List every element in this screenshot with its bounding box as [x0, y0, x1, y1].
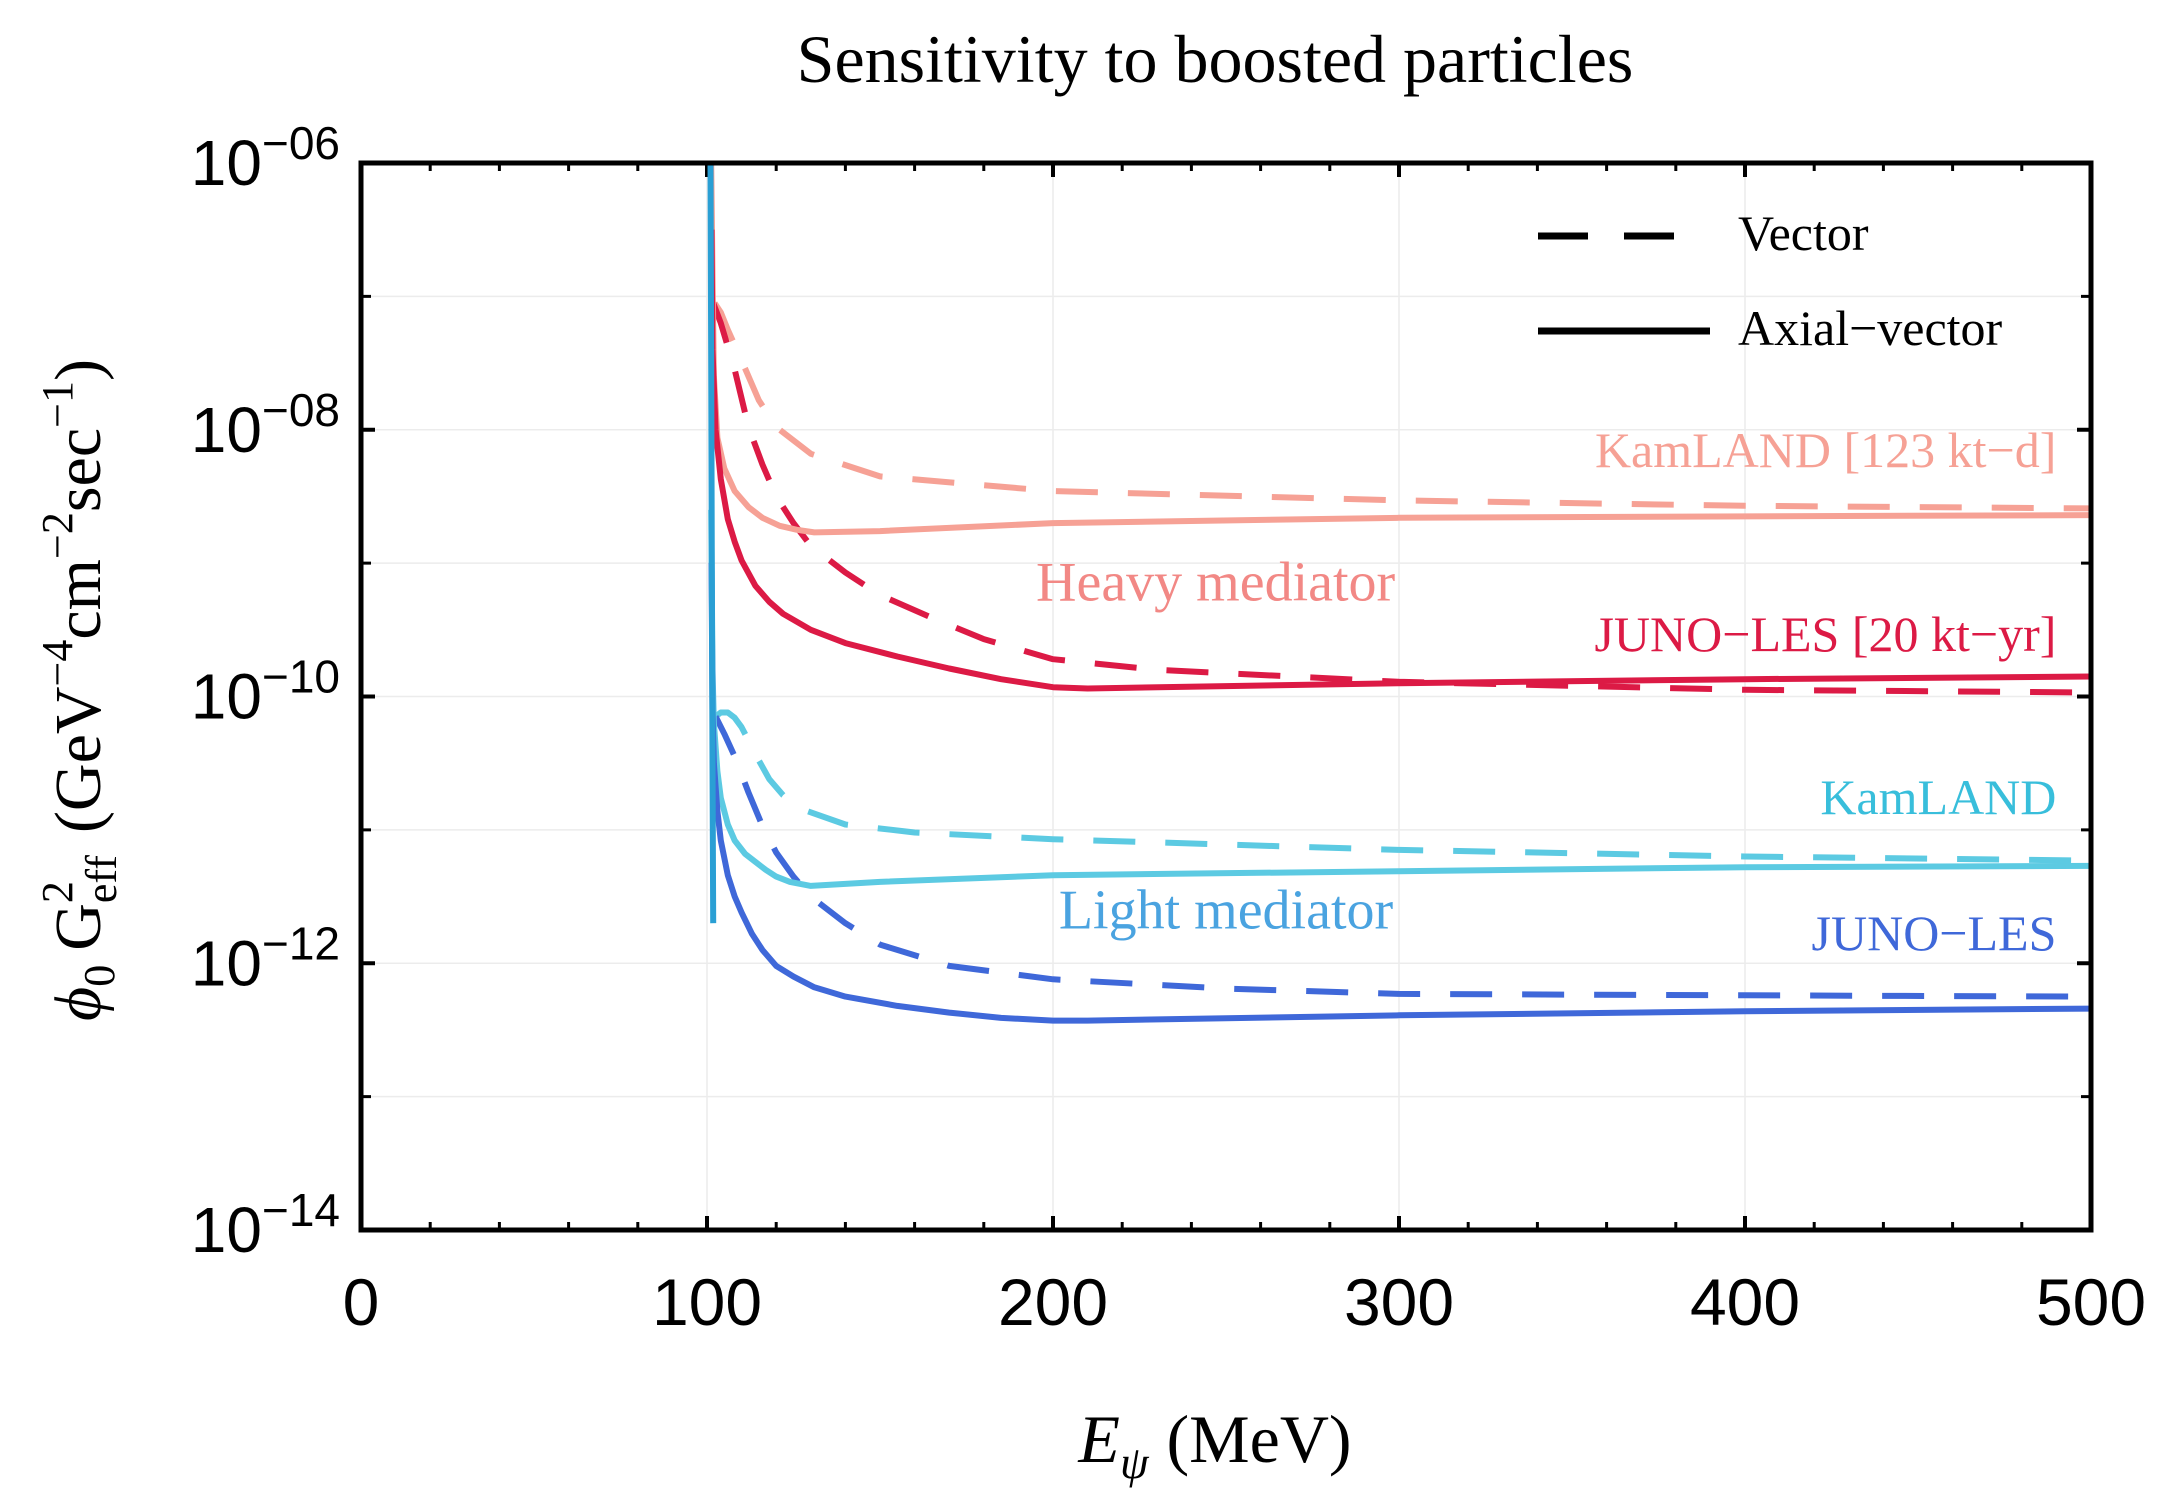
y-axis-phi-subscript: 0: [75, 965, 124, 987]
y-axis-unit-cm: cm: [42, 559, 115, 640]
annotation-juno-heavy: JUNO−LES [20 kt−yr]: [1594, 606, 2056, 662]
x-tick-label: 100: [652, 1265, 762, 1339]
y-tick-label: 10−12: [191, 917, 340, 999]
y-axis-phi: ϕ: [42, 987, 115, 1021]
annotations: Heavy mediator Light mediator KamLAND [123…: [1036, 422, 2056, 961]
x-axis-subscript: ψ: [1120, 1437, 1150, 1488]
y-axis-unit-exp1: −4: [33, 640, 82, 687]
x-tick-label: 200: [998, 1265, 1108, 1339]
series-line: [710, 301, 2092, 696]
y-axis-unit-exp3: −1: [33, 381, 82, 428]
y-tick-labels: 10−14 10−12 10−10 10−08 10−06: [191, 117, 340, 1266]
annotation-juno-light: JUNO−LES: [1812, 905, 2057, 961]
y-axis-unit-sec: sec: [42, 428, 115, 512]
annotation-kam-heavy: KamLAND [123 kt−d]: [1595, 422, 2056, 478]
legend-label-axial-vector: Axial−vector: [1738, 300, 2003, 356]
y-tick-label: 10−08: [191, 384, 340, 466]
y-axis-g: G: [42, 903, 115, 951]
annotation-heavy: Heavy mediator: [1036, 551, 1396, 613]
annotation-kam-light: KamLAND: [1820, 769, 2056, 825]
chart-title: Sensitivity to boosted particles: [797, 21, 1634, 97]
y-axis-label: ϕ0 G2eff (GeV−4cm−2sec−1): [33, 359, 126, 1021]
series-line: [708, 563, 2092, 1024]
series-line: [708, 229, 2092, 692]
series-line: [707, 162, 717, 924]
series-line: [712, 301, 2092, 512]
series-layer: [707, 162, 2092, 1024]
y-tick-label: 10−06: [191, 117, 340, 199]
x-axis-label: Eψ (MeV): [1077, 1401, 1351, 1488]
x-axis-unit: (MeV): [1167, 1401, 1352, 1477]
legend-label-vector: Vector: [1738, 205, 1869, 261]
y-tick-label: 10−14: [191, 1184, 340, 1266]
series-line: [712, 715, 2092, 1000]
y-tick-label: 10−10: [191, 651, 340, 733]
y-axis-g-subscript: eff: [77, 855, 126, 903]
annotation-light: Light mediator: [1059, 880, 1394, 942]
plot-frame: [358, 160, 2094, 1233]
x-tick-label: 400: [1690, 1265, 1800, 1339]
legend: Vector Axial−vector: [1538, 205, 2003, 356]
y-axis-unit-open: (GeV: [42, 686, 115, 833]
y-axis-g-superscript: 2: [33, 881, 82, 903]
x-tick-labels: 0 100 200 300 400 500: [343, 1265, 2146, 1339]
x-tick-label: 500: [2036, 1265, 2146, 1339]
series-line: [713, 709, 2092, 864]
x-tick-label: 300: [1344, 1265, 1454, 1339]
y-axis-unit-close: ): [42, 359, 115, 381]
y-axis-unit-exp2: −2: [33, 512, 82, 559]
x-axis-symbol: E: [1077, 1401, 1120, 1477]
x-tick-label: 0: [343, 1265, 380, 1339]
